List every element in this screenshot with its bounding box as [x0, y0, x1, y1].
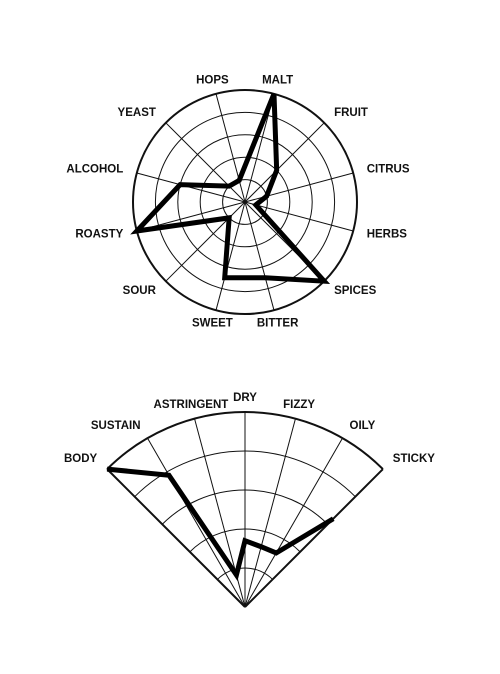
axis-label: SWEET — [192, 318, 233, 330]
spoke — [136, 172, 246, 203]
ring — [132, 89, 358, 315]
axis-label: ALCOHOL — [66, 163, 123, 175]
data-line — [130, 92, 331, 285]
ring — [154, 111, 336, 293]
axis-label: MALT — [262, 74, 293, 86]
axis-label: HERBS — [367, 229, 408, 241]
spoke — [165, 201, 246, 282]
spoke — [165, 122, 246, 203]
ring — [222, 179, 268, 225]
axis-label: SUSTAIN — [91, 420, 141, 432]
spoke — [215, 93, 246, 203]
axis-label: FRUIT — [334, 107, 368, 119]
axis-label: FIZZY — [283, 399, 315, 411]
spoke — [244, 201, 354, 232]
axis-label: ROASTY — [75, 229, 123, 241]
axis-label: ASTRINGENT — [154, 399, 229, 411]
ring — [199, 156, 291, 248]
axis-label: DRY — [233, 392, 257, 404]
spoke — [147, 437, 246, 608]
axis-label: OILY — [350, 420, 376, 432]
data-line — [106, 466, 335, 582]
ring — [177, 134, 313, 270]
spoke — [244, 437, 343, 608]
axis-label: SPICES — [334, 285, 377, 297]
axis-label: STICKY — [393, 453, 436, 465]
spoke — [244, 201, 275, 311]
axis-label: HOPS — [196, 74, 229, 86]
axis-label: BITTER — [257, 318, 299, 330]
spoke — [215, 201, 246, 311]
spoke — [244, 418, 296, 608]
spoke — [244, 122, 325, 203]
axis-label: YEAST — [118, 107, 156, 119]
spoke — [106, 468, 246, 608]
axis-label: CITRUS — [367, 163, 410, 175]
spoke — [244, 468, 384, 608]
axis-label: SOUR — [123, 285, 157, 297]
axis-label: BODY — [64, 453, 98, 465]
